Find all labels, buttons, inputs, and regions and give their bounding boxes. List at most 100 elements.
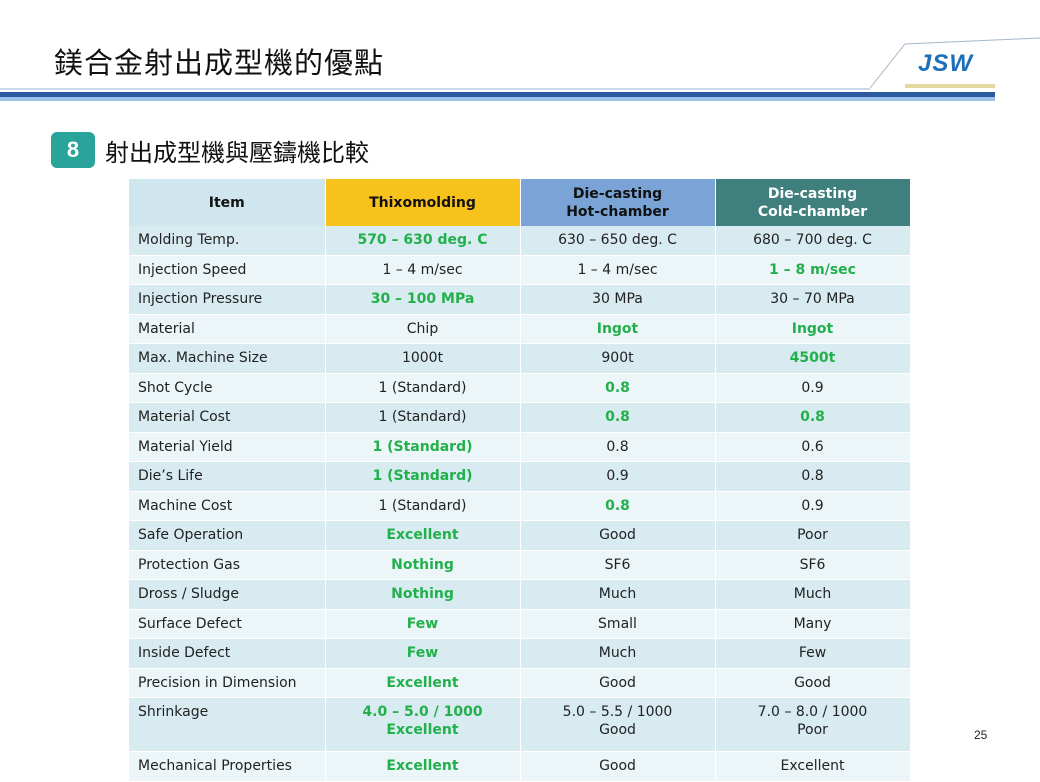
header-rule-dark xyxy=(0,92,995,97)
section-heading: 8 射出成型機與壓鑄機比較 xyxy=(51,132,369,168)
cell-hot: 0.8 xyxy=(520,372,716,403)
row-label: Protection Gas xyxy=(129,550,326,580)
cell-cold: 0.8 xyxy=(715,461,911,492)
row-label: Material xyxy=(129,314,326,344)
row-label: Material Yield xyxy=(129,432,326,462)
row-label: Injection Speed xyxy=(129,255,326,285)
cell-cold: Ingot xyxy=(715,314,911,344)
cell-hot: 630 – 650 deg. C xyxy=(520,226,716,256)
table-row: Material Chip Ingot Ingot xyxy=(129,314,911,344)
cell-thixo: Excellent xyxy=(325,751,521,782)
cell-cold: 1 – 8 m/sec xyxy=(715,255,911,285)
cell-hot: Much xyxy=(520,638,716,669)
table-row: Surface Defect Few Small Many xyxy=(129,609,911,639)
table-row: Precision in Dimension Excellent Good Go… xyxy=(129,668,911,698)
section-title: 射出成型機與壓鑄機比較 xyxy=(105,138,369,167)
header-hot-line2: Hot-chamber xyxy=(566,203,669,220)
cell-hot: 0.8 xyxy=(520,491,716,521)
row-label: Injection Pressure xyxy=(129,284,326,315)
cell-hot: Good xyxy=(520,668,716,698)
header-rule-light xyxy=(0,97,995,101)
row-label: Max. Machine Size xyxy=(129,343,326,374)
cell-cold: Many xyxy=(715,609,911,639)
table-row: Die’s Life 1 (Standard) 0.9 0.8 xyxy=(129,461,911,492)
cell-cold-line1: 7.0 – 8.0 / 1000 xyxy=(757,704,868,720)
cell-thixo: 4.0 – 5.0 / 1000 Excellent xyxy=(325,697,521,752)
cell-thixo: 1000t xyxy=(325,343,521,374)
cell-cold: 30 – 70 MPa xyxy=(715,284,911,315)
cell-hot: 0.8 xyxy=(520,432,716,462)
table-row: Injection Speed 1 – 4 m/sec 1 – 4 m/sec … xyxy=(129,255,911,285)
cell-hot: 0.9 xyxy=(520,461,716,492)
cell-thixo: Excellent xyxy=(325,520,521,551)
header-curve xyxy=(869,37,1040,89)
cell-thixo: 1 (Standard) xyxy=(325,372,521,403)
cell-thixo: 1 (Standard) xyxy=(325,491,521,521)
header-hot-line1: Die-casting xyxy=(572,185,663,202)
cell-cold: SF6 xyxy=(715,550,911,580)
page-number: 25 xyxy=(974,728,988,742)
row-label: Mechanical Properties xyxy=(129,751,326,782)
cell-hot-line2: Good xyxy=(599,722,636,738)
table-row: Molding Temp. 570 – 630 deg. C 630 – 650… xyxy=(129,226,911,256)
header-cold-line2: Cold-chamber xyxy=(757,203,868,220)
row-label: Die’s Life xyxy=(129,461,326,492)
row-label: Material Cost xyxy=(129,402,326,433)
row-label: Inside Defect xyxy=(129,638,326,669)
row-label: Dross / Sludge xyxy=(129,579,326,610)
header-rule-thin xyxy=(0,88,870,90)
cell-thixo: 570 – 630 deg. C xyxy=(325,226,521,256)
cell-hot: 30 MPa xyxy=(520,284,716,315)
cell-hot: Small xyxy=(520,609,716,639)
table-row: Max. Machine Size 1000t 900t 4500t xyxy=(129,343,911,374)
table-row: Material Yield 1 (Standard) 0.8 0.6 xyxy=(129,432,911,462)
cell-hot: 5.0 – 5.5 / 1000 Good xyxy=(520,697,716,752)
cell-thixo: Few xyxy=(325,638,521,669)
cell-hot: Good xyxy=(520,520,716,551)
header-cold-line1: Die-casting xyxy=(767,185,858,202)
row-label: Surface Defect xyxy=(129,609,326,639)
cell-thixo: 1 (Standard) xyxy=(325,461,521,492)
cell-hot: 1 – 4 m/sec xyxy=(520,255,716,285)
header-cold-chamber: Die-casting Cold-chamber xyxy=(715,179,911,226)
cell-hot-line1: 5.0 – 5.5 / 1000 xyxy=(562,704,673,720)
header-decoration xyxy=(0,37,1040,101)
cell-cold: 0.9 xyxy=(715,372,911,403)
cell-hot: 0.8 xyxy=(520,402,716,433)
cell-cold: 7.0 – 8.0 / 1000 Poor xyxy=(715,697,911,752)
cell-thixo-line2: Excellent xyxy=(386,722,459,738)
row-label: Shot Cycle xyxy=(129,372,326,403)
cell-thixo: Few xyxy=(325,609,521,639)
table-row: Injection Pressure 30 – 100 MPa 30 MPa 3… xyxy=(129,284,911,315)
cell-hot: 900t xyxy=(520,343,716,374)
row-label: Shrinkage xyxy=(129,697,326,752)
cell-cold: 4500t xyxy=(715,343,911,374)
cell-thixo: Nothing xyxy=(325,579,521,610)
table-row: Protection Gas Nothing SF6 SF6 xyxy=(129,550,911,580)
cell-thixo: Nothing xyxy=(325,550,521,580)
table-row: Shot Cycle 1 (Standard) 0.8 0.9 xyxy=(129,372,911,403)
jsw-logo: JSW xyxy=(918,50,974,77)
cell-cold-line2: Poor xyxy=(797,722,828,738)
header-hot-chamber: Die-casting Hot-chamber xyxy=(520,179,716,226)
table-header-row: Item Thixomolding Die-casting Hot-chambe… xyxy=(129,179,911,226)
table-row: Safe Operation Excellent Good Poor xyxy=(129,520,911,551)
header-item: Item xyxy=(129,179,326,226)
header-thixomolding: Thixomolding xyxy=(325,179,521,226)
cell-cold: Excellent xyxy=(715,751,911,782)
table-row: Dross / Sludge Nothing Much Much xyxy=(129,579,911,610)
cell-cold: 0.8 xyxy=(715,402,911,433)
cell-thixo: 1 (Standard) xyxy=(325,402,521,433)
table-row: Inside Defect Few Much Few xyxy=(129,638,911,669)
table-row: Machine Cost 1 (Standard) 0.8 0.9 xyxy=(129,491,911,521)
cell-cold: Poor xyxy=(715,520,911,551)
cell-cold: 0.6 xyxy=(715,432,911,462)
table-row: Shrinkage 4.0 – 5.0 / 1000 Excellent 5.0… xyxy=(129,697,911,752)
row-label: Precision in Dimension xyxy=(129,668,326,698)
cell-thixo-line1: 4.0 – 5.0 / 1000 xyxy=(362,704,483,720)
cell-thixo: Chip xyxy=(325,314,521,344)
cell-cold: 0.9 xyxy=(715,491,911,521)
comparison-table: Item Thixomolding Die-casting Hot-chambe… xyxy=(129,179,911,782)
cell-thixo: 30 – 100 MPa xyxy=(325,284,521,315)
row-label: Safe Operation xyxy=(129,520,326,551)
